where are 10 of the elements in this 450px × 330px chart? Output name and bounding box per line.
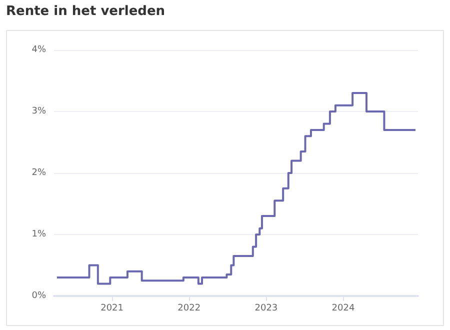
x-tick-label: 2022 <box>178 304 201 314</box>
x-tick-label: 2024 <box>332 304 355 314</box>
y-tick-label: 0% <box>32 291 46 301</box>
y-tick-label: 2% <box>32 168 46 178</box>
chart-title: Rente in het verleden <box>6 4 166 19</box>
y-tick-label: 3% <box>32 106 46 116</box>
y-tick-label: 1% <box>32 230 46 240</box>
x-tick-label: 2023 <box>254 304 278 314</box>
x-tick-label: 2021 <box>100 304 124 314</box>
y-tick-label: 4% <box>32 45 46 55</box>
